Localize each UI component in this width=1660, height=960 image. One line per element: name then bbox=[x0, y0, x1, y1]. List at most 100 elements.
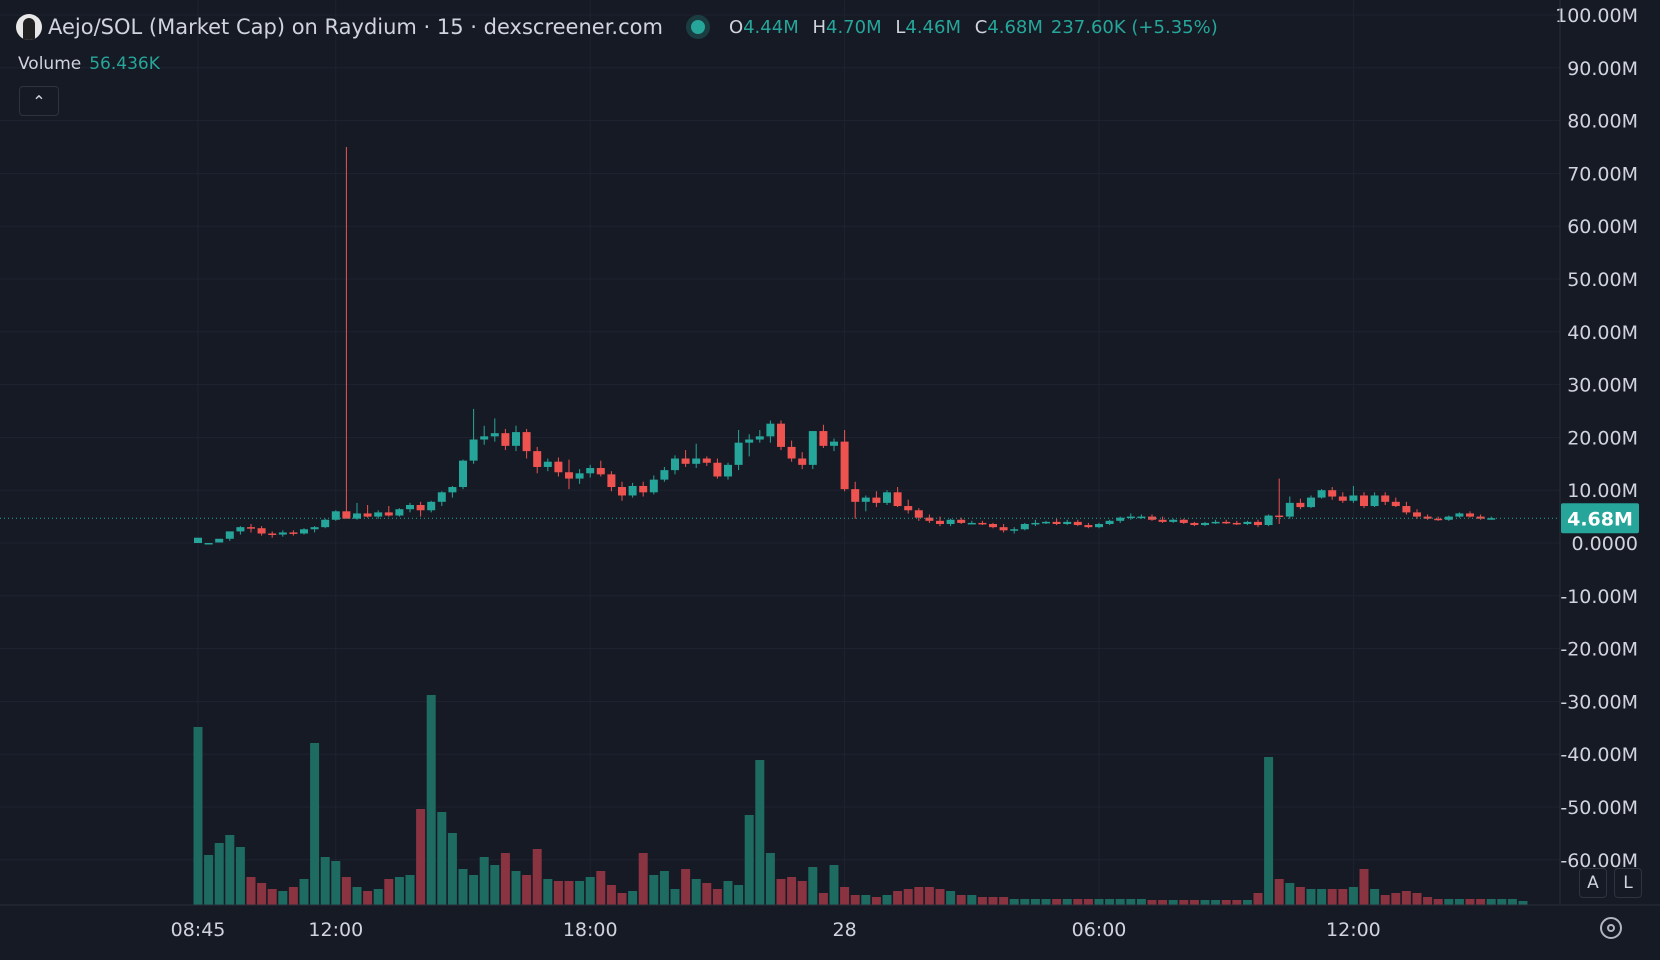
candle-body bbox=[596, 468, 605, 475]
candle-body bbox=[989, 523, 997, 528]
collapse-legend-button[interactable]: ⌃ bbox=[19, 86, 59, 116]
candle-body bbox=[289, 532, 298, 534]
candle-body bbox=[1466, 513, 1474, 517]
candle-body bbox=[1370, 495, 1379, 507]
volume-bar bbox=[511, 871, 521, 905]
volume-bar bbox=[1073, 899, 1083, 905]
y-tick-label: -40.00M bbox=[1560, 744, 1638, 766]
candle-body bbox=[374, 512, 383, 517]
volume-bar bbox=[1327, 889, 1337, 905]
candle-body bbox=[1031, 522, 1040, 525]
low-value: 4.46M bbox=[905, 16, 961, 38]
volume-bar bbox=[1030, 899, 1040, 905]
candle-body bbox=[1116, 517, 1125, 521]
y-tick-label: 10.00M bbox=[1567, 480, 1638, 502]
candle-body bbox=[946, 519, 955, 524]
volume-bar bbox=[1370, 889, 1380, 905]
volume-bar bbox=[681, 869, 691, 905]
candle-body bbox=[649, 479, 658, 493]
x-tick-label: 12:00 bbox=[308, 919, 363, 941]
candle-body bbox=[978, 522, 987, 525]
volume-bar bbox=[702, 883, 712, 905]
volume-bar bbox=[659, 871, 669, 905]
candle-body bbox=[936, 520, 944, 524]
candle-body bbox=[522, 432, 531, 452]
volume-bar bbox=[882, 895, 892, 905]
last-price-label: 4.68M bbox=[1567, 508, 1633, 530]
candle-body bbox=[702, 458, 711, 463]
candle-body bbox=[469, 439, 478, 461]
candle-body bbox=[1264, 515, 1273, 526]
volume-bar bbox=[1179, 900, 1189, 905]
symbol-title[interactable]: Aejo/SOL (Market Cap) on Raydium · 15 · … bbox=[48, 15, 663, 39]
candle-body bbox=[1084, 525, 1093, 528]
y-tick-label: -20.00M bbox=[1560, 639, 1638, 661]
volume-bar bbox=[744, 815, 754, 905]
x-tick-label: 28 bbox=[833, 919, 857, 941]
close-value: 4.68M bbox=[987, 16, 1043, 38]
candle-body bbox=[554, 461, 563, 473]
volume-bar bbox=[1221, 900, 1231, 905]
candle-body bbox=[1052, 521, 1061, 524]
volume-label[interactable]: Volume bbox=[18, 54, 82, 74]
volume-bar bbox=[1083, 899, 1093, 905]
candle-body bbox=[830, 441, 838, 446]
candle-body bbox=[247, 527, 255, 529]
volume-bar bbox=[1115, 899, 1125, 905]
candle-body bbox=[215, 538, 224, 543]
volume-bar bbox=[426, 695, 436, 905]
candle-body bbox=[236, 527, 245, 532]
volume-bar bbox=[193, 727, 203, 905]
candle-body bbox=[1211, 521, 1220, 524]
candle-body bbox=[1328, 490, 1337, 497]
candle-body bbox=[331, 511, 340, 520]
candle-body bbox=[1232, 522, 1241, 525]
candle-body bbox=[671, 458, 679, 471]
volume-bar bbox=[606, 885, 616, 905]
volume-bar bbox=[808, 867, 818, 905]
candle-body bbox=[1434, 518, 1443, 521]
volume-bar bbox=[1359, 869, 1369, 905]
volume-bar bbox=[861, 895, 871, 905]
volume-bar bbox=[310, 743, 320, 905]
candle-body bbox=[745, 439, 754, 443]
candle-body bbox=[1487, 518, 1496, 520]
volume-bar bbox=[278, 891, 288, 905]
volume-bar bbox=[649, 875, 659, 905]
x-tick-label: 06:00 bbox=[1072, 919, 1127, 941]
volume-bar bbox=[469, 875, 479, 905]
candle-body bbox=[321, 519, 330, 528]
volume-bar bbox=[405, 875, 415, 905]
volume-bar bbox=[341, 877, 351, 905]
candle-body bbox=[1179, 519, 1188, 523]
volume-bar bbox=[1136, 899, 1146, 905]
y-tick-label: 0.0000 bbox=[1572, 533, 1638, 555]
volume-bar bbox=[1295, 887, 1305, 905]
volume-bar bbox=[1401, 891, 1411, 905]
volume-bar bbox=[787, 877, 797, 905]
log-scale-button[interactable]: L bbox=[1614, 868, 1642, 898]
volume-bar bbox=[1423, 897, 1433, 905]
y-tick-label: 60.00M bbox=[1567, 216, 1638, 238]
settings-gear-icon[interactable] bbox=[1600, 917, 1622, 939]
candle-body bbox=[787, 446, 796, 459]
volume-bar bbox=[1232, 900, 1242, 905]
candle-body bbox=[533, 451, 542, 467]
volume-bar bbox=[1348, 887, 1358, 905]
ohlc-values: O4.44M H4.70M L4.46M C4.68M bbox=[729, 17, 1051, 38]
x-tick-label: 12:00 bbox=[1326, 919, 1381, 941]
candle-body bbox=[660, 470, 669, 480]
volume-bar bbox=[363, 891, 373, 905]
auto-scale-button[interactable]: A bbox=[1579, 868, 1607, 898]
y-tick-label: -30.00M bbox=[1560, 691, 1638, 713]
volume-bar bbox=[1062, 899, 1072, 905]
candle-body bbox=[1391, 501, 1400, 507]
candle-body bbox=[766, 423, 775, 437]
volume-bar bbox=[871, 897, 881, 905]
volume-bar bbox=[1518, 901, 1528, 905]
candle-body bbox=[448, 487, 457, 493]
volume-bar bbox=[1338, 889, 1348, 905]
candle-body bbox=[1254, 521, 1262, 526]
